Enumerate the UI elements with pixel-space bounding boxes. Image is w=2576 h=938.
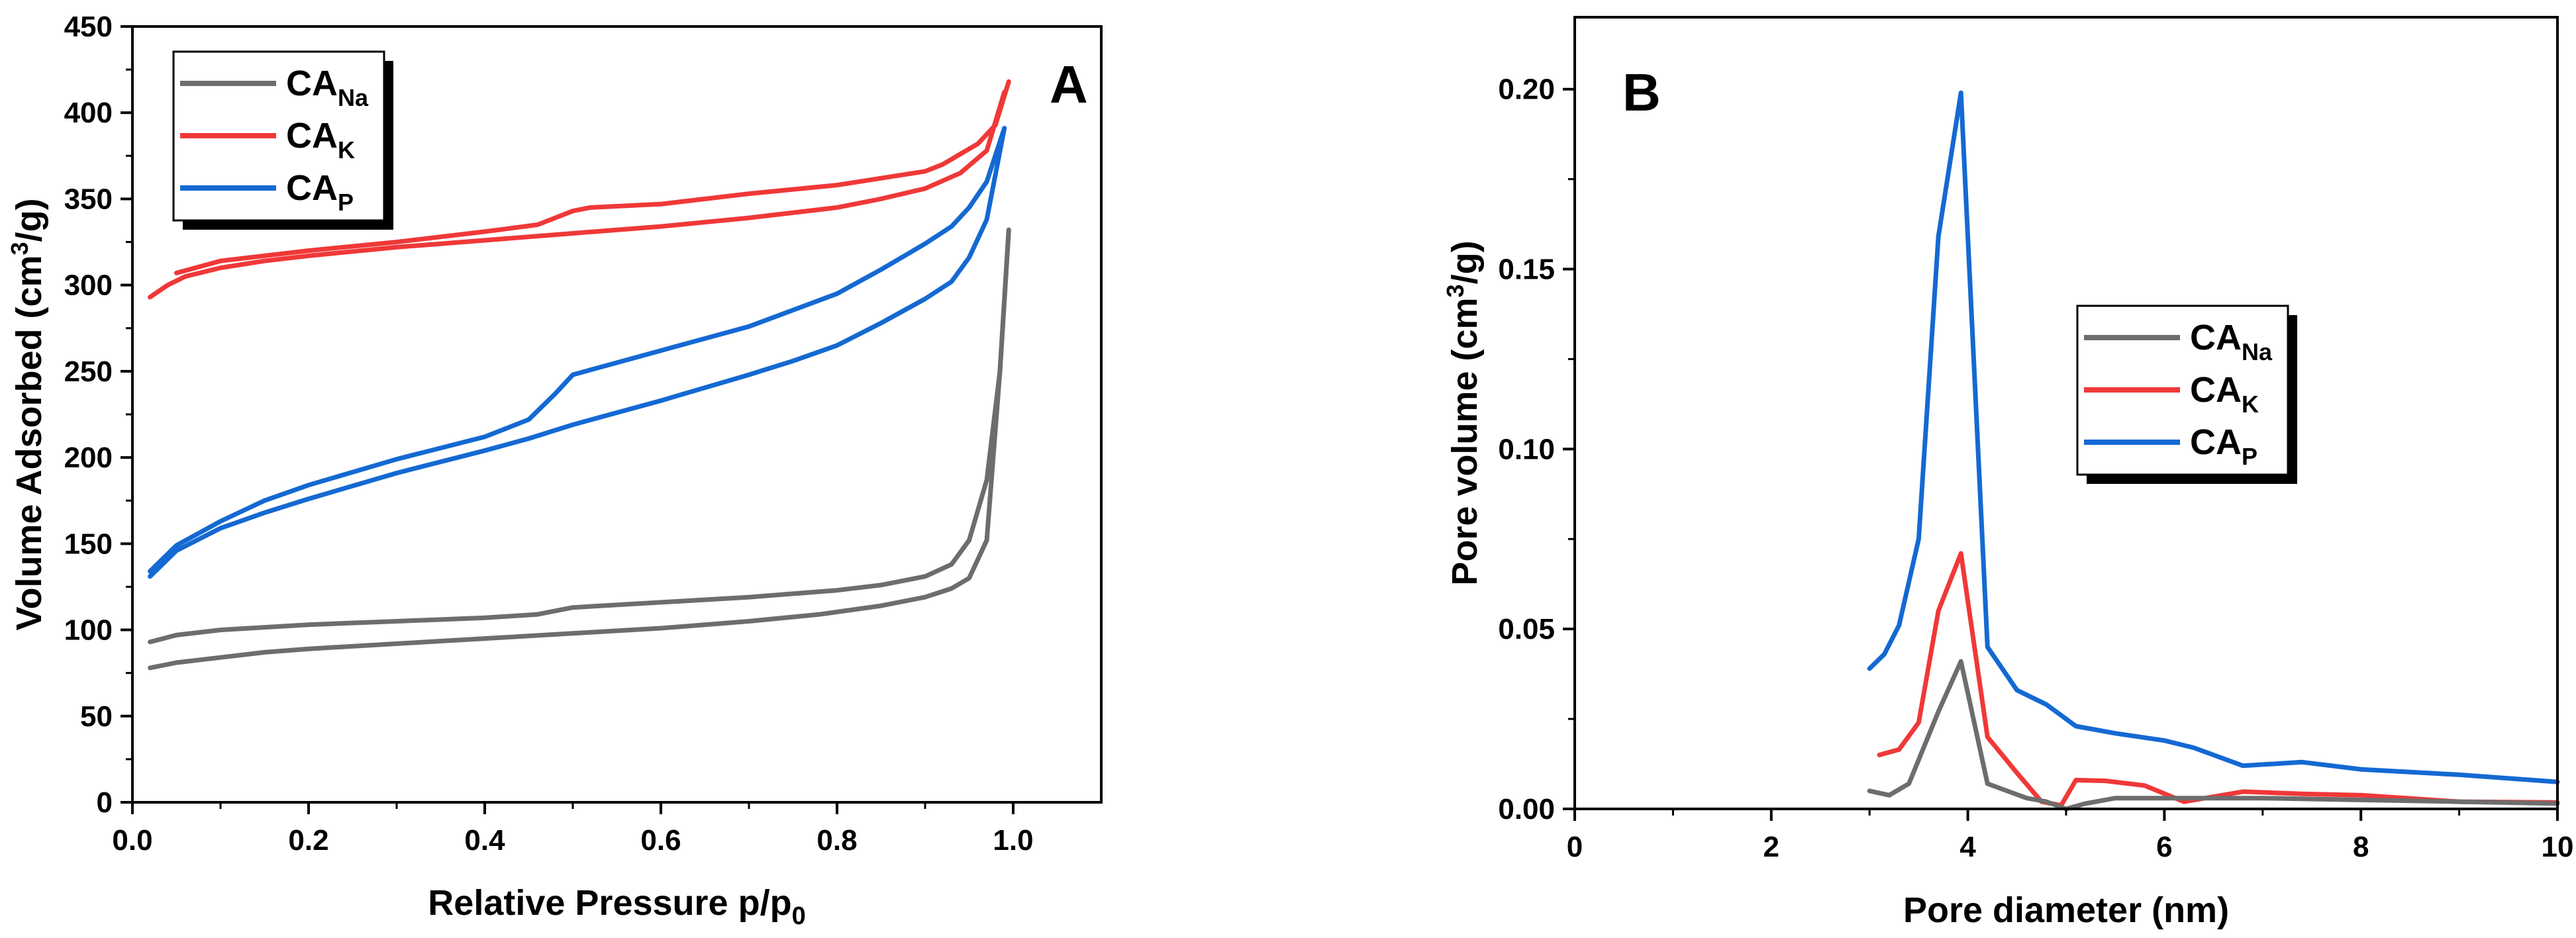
legend-label-sub: P — [338, 189, 354, 216]
y-axis-title-suffix: /g) — [9, 198, 49, 242]
series-line-b-0 — [1867, 90, 2560, 784]
y-tick-label: 0 — [97, 786, 113, 819]
panel-label: A — [1050, 55, 1088, 114]
legend-label-sub: P — [2242, 443, 2257, 470]
y-axis-title-prefix: Volume Adsorbed (cm — [9, 255, 49, 630]
y-axis-title-prefix: Pore volume (cm — [1445, 297, 1485, 585]
x-axis-title: Pore diameter (nm) — [1903, 890, 2229, 930]
y-axis-title-sup: 3 — [6, 242, 33, 255]
y-tick-label: 0.10 — [1498, 433, 1555, 465]
y-axis-title-suffix: /g) — [1445, 240, 1485, 284]
x-tick-label: 6 — [2156, 831, 2172, 863]
x-axis-title-main: Relative Pressure p/p — [428, 883, 791, 923]
y-tick-label: 200 — [64, 442, 113, 474]
y-tick-label: 100 — [64, 614, 113, 647]
y-tick-label: 0.05 — [1498, 613, 1555, 645]
x-tick-label: 0.6 — [640, 824, 681, 857]
legend-label-ca_na: CANa — [286, 64, 369, 111]
x-tick-label: 10 — [2542, 831, 2574, 863]
series-line-a-0 — [148, 227, 1011, 671]
legend-label-sub: Na — [2242, 338, 2273, 365]
x-axis-title-sub: 0 — [792, 902, 806, 930]
x-axis-title: Relative Pressure p/p0 — [428, 883, 805, 930]
series-line-a-2 — [148, 89, 1007, 300]
chart-panel-a: 0.0 0.2 0.4 0.6 0.8 1.0 0 50 100 150 200 250 300 350 4… — [6, 11, 1103, 930]
legend-label-main: CA — [286, 168, 338, 208]
legend-label-main: CA — [286, 64, 338, 103]
panel-label: B — [1622, 63, 1661, 122]
x-tick-label: 1.0 — [993, 824, 1033, 857]
y-tick-label: 450 — [64, 11, 113, 43]
x-tick-label: 0.0 — [112, 824, 152, 857]
x-tick-label: 0.2 — [288, 824, 328, 857]
y-tick-label: 0.00 — [1498, 793, 1555, 825]
y-axis-title-sup: 3 — [1442, 284, 1469, 297]
legend-label-ca_k: CAK — [2190, 370, 2259, 418]
series-line-a-5 — [148, 126, 1007, 574]
chart-panel-b: 0 2 4 6 8 10 0.00 0.05 0.10 0.15 0.20 Pore diameter… — [1442, 16, 2574, 930]
series-line-b-1 — [1877, 551, 2560, 808]
y-tick-label: 0.15 — [1498, 254, 1555, 286]
x-axis-title-main: Pore diameter (nm) — [1903, 890, 2229, 930]
legend-label-ca_p: CAP — [286, 168, 354, 216]
x-tick-label: 0 — [1567, 831, 1583, 863]
y-axis-title: Volume Adsorbed (cm3/g) — [6, 198, 49, 630]
legend-label-main: CA — [286, 116, 338, 156]
series-line-b-2 — [1867, 659, 2560, 812]
y-tick-label: 50 — [80, 700, 113, 733]
x-tick-label: 4 — [1959, 831, 1976, 863]
y-tick-label: 400 — [64, 97, 113, 129]
legend-label-main: CA — [2190, 318, 2242, 357]
legend-label-ca_p: CAP — [2190, 422, 2257, 470]
legend-label-sub: K — [338, 136, 355, 164]
x-tick-label: 0.8 — [817, 824, 857, 857]
series-line-a-3 — [174, 79, 1011, 275]
series-line-a-1 — [148, 227, 1011, 645]
legend-label-ca_k: CAK — [286, 116, 355, 164]
x-tick-label: 8 — [2353, 831, 2369, 863]
y-tick-label: 300 — [64, 269, 113, 302]
legend-label-main: CA — [2190, 370, 2242, 410]
x-tick-label: 0.4 — [464, 824, 505, 857]
x-tick-label: 2 — [1763, 831, 1779, 863]
legend-label-main: CA — [2190, 422, 2242, 462]
y-tick-label: 0.20 — [1498, 73, 1555, 106]
legend-label-ca_na: CANa — [2190, 318, 2273, 365]
y-axis-title: Pore volume (cm3/g) — [1442, 240, 1485, 585]
legend-label-sub: Na — [338, 84, 369, 111]
y-tick-label: 150 — [64, 528, 113, 560]
legend-label-sub: K — [2242, 391, 2259, 418]
plot-frame — [1573, 16, 2559, 810]
y-tick-label: 250 — [64, 355, 113, 388]
series-line-a-4 — [148, 126, 1007, 579]
y-tick-label: 350 — [64, 183, 113, 215]
